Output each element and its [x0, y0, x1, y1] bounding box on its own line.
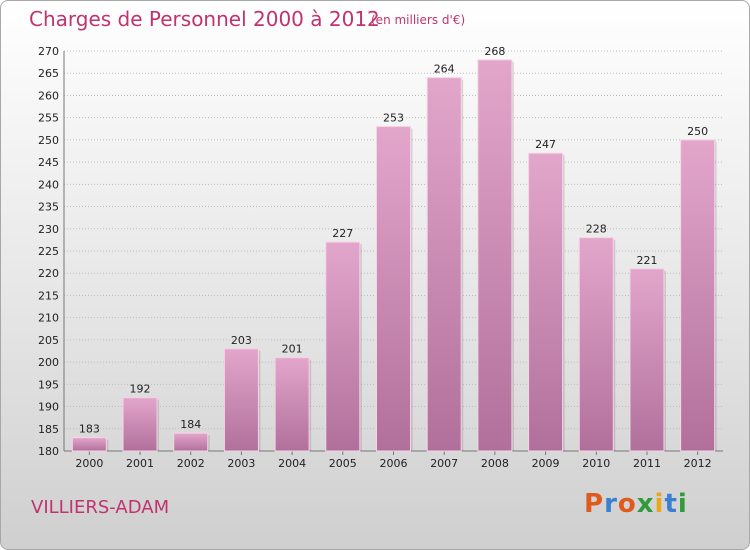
- bar[interactable]: [680, 139, 716, 452]
- bar[interactable]: [528, 152, 564, 452]
- logo-letter: o: [617, 489, 637, 519]
- y-tick-label: 220: [38, 267, 59, 280]
- x-tick-label: 2012: [684, 457, 712, 470]
- logo-letter: x: [636, 489, 655, 519]
- data-label: 253: [383, 112, 404, 125]
- logo-letter: r: [604, 489, 618, 519]
- bar[interactable]: [71, 437, 107, 452]
- x-tick-label: 2006: [380, 457, 408, 470]
- data-label: 192: [130, 383, 151, 396]
- bars: [71, 59, 717, 452]
- data-label: 250: [687, 125, 708, 138]
- x-tick-label: 2011: [633, 457, 661, 470]
- y-tick-label: 215: [38, 289, 59, 302]
- logo-letter: i: [654, 489, 665, 519]
- y-tick-label: 265: [38, 67, 59, 80]
- x-tick-label: 2009: [532, 457, 560, 470]
- data-label: 268: [484, 45, 505, 58]
- x-tick-label: 2010: [582, 457, 610, 470]
- data-label: 184: [180, 418, 201, 431]
- x-tick-label: 2001: [126, 457, 154, 470]
- chart-title: Charges de Personnel 2000 à 2012: [29, 7, 380, 31]
- x-tick-label: 2007: [430, 457, 458, 470]
- y-tick-label: 195: [38, 378, 59, 391]
- proxiti-logo[interactable]: Proxiti: [584, 489, 688, 519]
- data-labels: 183 192 184 203 201 227 253 264 268 247 228 221 250: [79, 45, 708, 436]
- data-label: 247: [535, 138, 556, 151]
- data-label: 203: [231, 334, 252, 347]
- y-tick-label: 245: [38, 156, 59, 169]
- y-tick-label: 205: [38, 334, 59, 347]
- x-tick-label: 2002: [177, 457, 205, 470]
- y-tick-label: 255: [38, 112, 59, 125]
- y-tick-label: 190: [38, 401, 59, 414]
- bar[interactable]: [223, 348, 259, 452]
- bar[interactable]: [376, 126, 411, 452]
- x-tick-label: 2000: [75, 457, 103, 470]
- city-name: VILLIERS-ADAM: [31, 497, 170, 518]
- y-tick-label: 270: [38, 45, 59, 58]
- y-tick-label: 210: [38, 312, 59, 325]
- y-tick-label: 250: [38, 134, 59, 147]
- data-label: 264: [434, 63, 455, 76]
- logo-letter: P: [584, 489, 605, 519]
- y-tick-label: 230: [38, 223, 59, 236]
- bar[interactable]: [274, 357, 310, 452]
- x-tick-label: 2004: [278, 457, 306, 470]
- y-tick-label: 240: [38, 178, 59, 191]
- bar[interactable]: [629, 268, 665, 452]
- bar[interactable]: [122, 397, 158, 452]
- bar[interactable]: [173, 432, 209, 452]
- axes: 180 185 190 195 200 205 210 215 220 225 230 235 240 2…: [38, 45, 723, 470]
- x-tick-label: 2003: [227, 457, 255, 470]
- y-tick-label: 185: [38, 423, 59, 436]
- bar[interactable]: [578, 237, 614, 452]
- y-tick-label: 200: [38, 356, 59, 369]
- y-tick-label: 180: [38, 445, 59, 458]
- chart-subtitle: (en milliers d'€): [371, 13, 466, 27]
- y-tick-label: 235: [38, 201, 59, 214]
- x-tick-label: 2005: [329, 457, 357, 470]
- data-label: 228: [586, 223, 607, 236]
- x-tick-label: 2008: [481, 457, 509, 470]
- data-label: 227: [332, 227, 353, 240]
- data-label: 201: [282, 343, 303, 356]
- y-tick-label: 225: [38, 245, 59, 258]
- bar[interactable]: [477, 59, 513, 452]
- bar[interactable]: [325, 241, 361, 452]
- data-label: 221: [636, 254, 657, 267]
- y-tick-label: 260: [38, 89, 59, 102]
- logo-letter: i: [677, 489, 688, 519]
- data-label: 183: [79, 423, 100, 436]
- bar[interactable]: [426, 77, 462, 452]
- logo-letter: t: [664, 489, 678, 519]
